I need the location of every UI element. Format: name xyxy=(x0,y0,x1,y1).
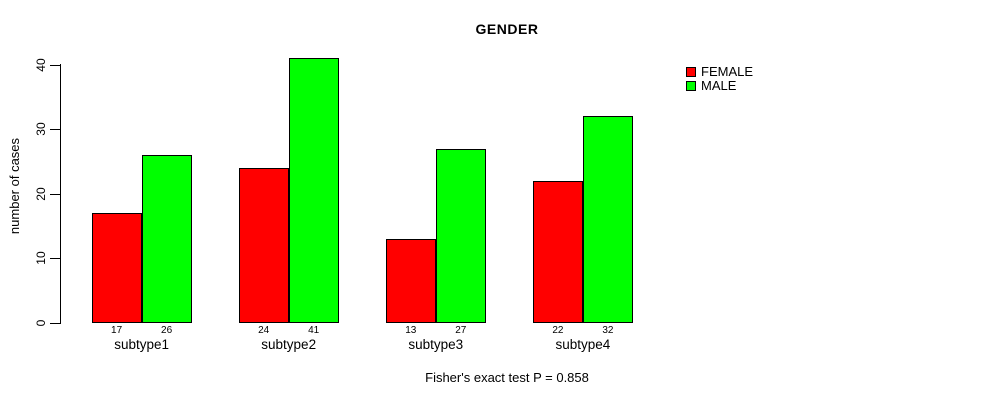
legend-item-female: FEMALE xyxy=(686,64,754,79)
y-tick-label: 0 xyxy=(34,319,48,327)
category-label-subtype3: subtype3 xyxy=(408,336,464,352)
bar-male-subtype2 xyxy=(288,58,339,323)
legend-label-male: MALE xyxy=(701,78,737,93)
legend-label-female: FEMALE xyxy=(701,64,754,79)
bar-female-subtype3 xyxy=(385,238,436,323)
y-tick-label: 10 xyxy=(34,251,48,266)
bar-value-label-female-subtype4: 22 xyxy=(552,324,564,336)
bar-female-subtype4 xyxy=(532,180,583,323)
bar-value-label-female-subtype3: 13 xyxy=(405,324,417,336)
bar-value-label-male-subtype1: 26 xyxy=(161,324,173,336)
bar-female-subtype1 xyxy=(91,213,142,323)
legend-swatch-male xyxy=(686,80,696,91)
bar-value-label-male-subtype4: 32 xyxy=(602,324,614,336)
y-tick-label: 30 xyxy=(34,122,48,136)
bar-value-label-female-subtype1: 17 xyxy=(111,324,123,336)
bar-value-label-female-subtype2: 24 xyxy=(258,324,270,336)
y-tick-mark xyxy=(50,258,60,260)
caption-fisher-test: Fisher's exact test P = 0.858 xyxy=(425,370,589,385)
y-axis-line xyxy=(60,64,61,324)
y-tick-mark xyxy=(50,64,60,66)
category-label-subtype1: subtype1 xyxy=(114,336,169,352)
bar-male-subtype4 xyxy=(582,116,633,323)
bar-male-subtype1 xyxy=(141,154,192,323)
bar-value-label-male-subtype2: 41 xyxy=(308,324,320,336)
y-tick-mark xyxy=(50,323,60,324)
legend-item-male: MALE xyxy=(686,78,753,93)
y-tick-mark xyxy=(50,193,60,195)
category-label-subtype2: subtype2 xyxy=(261,336,317,352)
bar-value-label-male-subtype3: 27 xyxy=(455,324,467,336)
y-tick-label: 40 xyxy=(34,57,48,72)
bar-female-subtype2 xyxy=(238,167,289,323)
category-label-subtype4: subtype4 xyxy=(555,336,611,352)
legend: FEMALE MALE xyxy=(686,64,754,93)
y-tick-mark xyxy=(50,129,60,131)
chart-title: GENDER xyxy=(475,21,539,37)
legend-swatch-female xyxy=(686,66,696,77)
bar-male-subtype3 xyxy=(435,148,486,323)
y-tick-label: 20 xyxy=(34,187,48,201)
